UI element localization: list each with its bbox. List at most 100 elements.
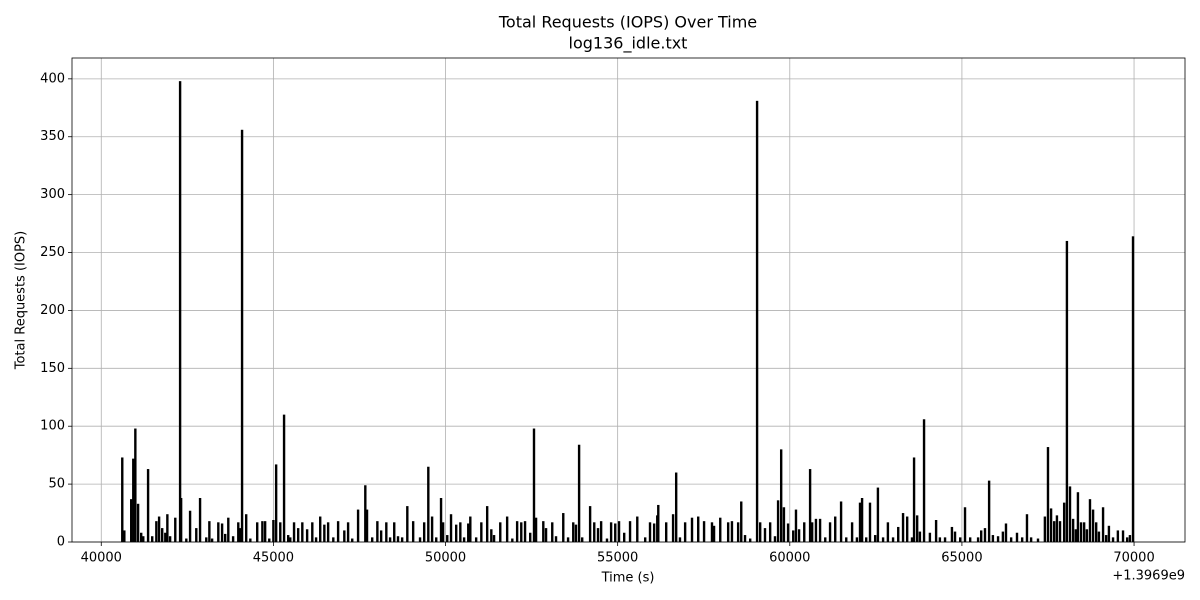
bar: [648, 522, 652, 542]
bar: [364, 485, 367, 542]
bar: [987, 480, 991, 542]
bar: [480, 522, 483, 542]
bar: [346, 522, 350, 542]
bar: [958, 537, 962, 542]
bar: [776, 500, 780, 542]
bar: [393, 522, 396, 542]
x-tick-label: 65000: [941, 551, 982, 566]
bar: [459, 522, 462, 542]
bar: [263, 521, 267, 542]
bar: [365, 509, 369, 542]
bar: [185, 538, 188, 542]
bar: [719, 517, 722, 542]
bar: [136, 503, 140, 542]
bar: [534, 517, 538, 542]
bar: [671, 514, 675, 542]
bar: [244, 514, 248, 542]
bar: [454, 524, 458, 542]
bar: [683, 522, 687, 542]
bar: [1125, 537, 1129, 542]
bar: [599, 521, 603, 542]
bar: [652, 523, 656, 542]
bar: [379, 530, 383, 542]
bar: [678, 537, 682, 542]
bar: [178, 81, 182, 542]
bar: [490, 529, 493, 542]
bar: [174, 517, 177, 542]
bar: [968, 537, 972, 542]
bar: [146, 469, 150, 542]
bar: [237, 522, 240, 542]
bar: [979, 530, 983, 542]
x-offset-label: +1.3969e9: [1112, 569, 1185, 584]
bar: [249, 538, 252, 542]
bar: [910, 537, 914, 542]
bar: [1043, 516, 1047, 542]
bar: [462, 537, 466, 542]
y-tick-label: 150: [40, 361, 65, 376]
bar: [351, 538, 354, 542]
bar: [370, 537, 374, 542]
bar: [467, 523, 470, 542]
bar: [712, 525, 716, 542]
bar: [217, 522, 220, 542]
bar: [195, 528, 198, 542]
bar: [1001, 531, 1005, 542]
bar: [210, 538, 214, 542]
bar: [850, 522, 854, 542]
bar: [286, 535, 290, 542]
bar: [773, 536, 777, 542]
bar: [897, 526, 900, 542]
bar: [268, 538, 271, 542]
bar: [657, 504, 660, 542]
chart-title: Total Requests (IOPS) Over Time: [498, 13, 757, 32]
bar: [523, 521, 527, 542]
bar: [1062, 502, 1066, 542]
chart-subtitle: log136_idle.txt: [569, 34, 688, 54]
bar: [121, 457, 124, 542]
bar: [406, 506, 409, 542]
bar: [282, 414, 286, 542]
bar: [139, 532, 143, 542]
y-tick-label: 350: [40, 129, 65, 144]
bar: [943, 537, 947, 542]
bar: [311, 522, 314, 542]
bar: [609, 522, 613, 542]
bar: [1121, 530, 1125, 542]
bar: [385, 522, 388, 542]
x-tick-label: 50000: [425, 551, 466, 566]
bar: [168, 536, 172, 542]
bar: [574, 524, 578, 542]
bar: [605, 538, 609, 542]
bar: [542, 521, 545, 542]
bar: [577, 444, 581, 542]
bar: [418, 537, 422, 542]
bar: [336, 521, 340, 542]
bar: [1111, 537, 1115, 542]
bar: [743, 535, 747, 542]
bar: [1025, 514, 1029, 542]
bar: [499, 522, 502, 542]
bar: [427, 466, 430, 542]
bar: [157, 516, 161, 542]
bar: [839, 501, 843, 542]
bar: [702, 521, 706, 542]
bar: [511, 538, 514, 542]
bar: [292, 522, 296, 542]
y-tick-label: 200: [40, 303, 65, 318]
bar: [142, 536, 145, 542]
bar: [912, 457, 916, 542]
x-tick-label: 40000: [81, 551, 122, 566]
bar: [643, 537, 647, 542]
bar: [797, 529, 801, 542]
bar: [343, 530, 346, 542]
bar: [740, 501, 743, 542]
bar: [1091, 509, 1095, 542]
bar: [160, 528, 164, 542]
bar: [515, 521, 519, 542]
bar: [319, 516, 322, 542]
bar: [617, 521, 621, 542]
bar: [779, 449, 783, 542]
bar: [1076, 492, 1080, 542]
plot-frame: [71, 57, 1186, 543]
